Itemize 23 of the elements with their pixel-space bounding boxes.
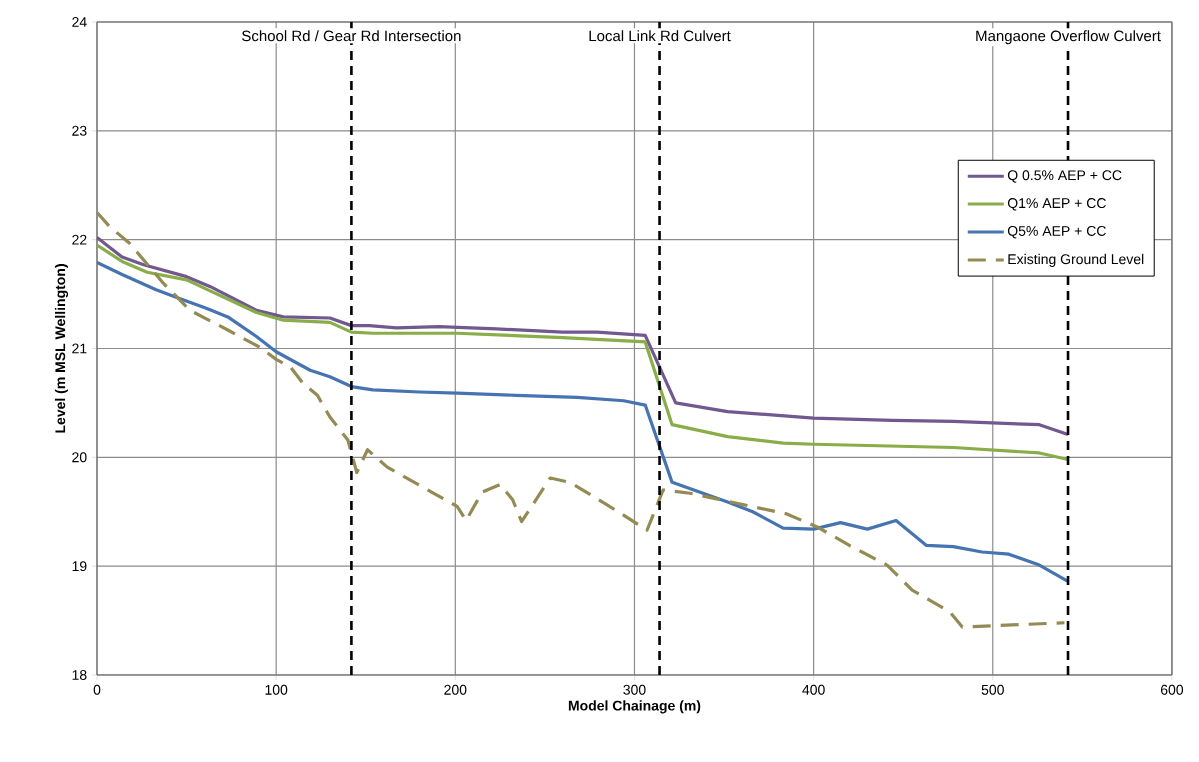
legend-label: Q1% AEP + CC <box>1007 198 1106 211</box>
x-tick-label: 100 <box>265 684 288 695</box>
x-tick-label: 300 <box>623 684 646 695</box>
y-tick-label: 22 <box>72 234 87 245</box>
x-axis-title: Model Chainage (m) <box>568 700 701 714</box>
ref-line-label: Mangaone Overflow Culvert <box>976 30 1161 45</box>
y-tick-label: 18 <box>72 670 87 680</box>
x-tick-label: 200 <box>444 684 467 695</box>
x-tick-label: 600 <box>1160 684 1184 695</box>
y-axis-title: Level (m MSL Wellington) <box>54 264 69 433</box>
y-tick-label: 21 <box>72 343 87 354</box>
y-tick-label: 19 <box>72 561 87 572</box>
legend-label: Q 0.5% AEP + CC <box>1007 170 1122 183</box>
legend-label: Q5% AEP + CC <box>1007 225 1106 239</box>
ref-line-label: Local Link Rd Culvert <box>589 30 731 42</box>
x-tick-label: 400 <box>802 684 825 695</box>
y-tick-label: 24 <box>72 17 87 27</box>
ref-line-label: School Rd / Gear Rd Intersection <box>242 30 461 42</box>
y-tick-label: 23 <box>72 125 87 136</box>
y-tick-label: 20 <box>72 452 87 463</box>
legend-label: Existing Ground Level <box>1008 253 1144 267</box>
x-tick-label: 0 <box>93 684 101 695</box>
x-tick-label: 500 <box>981 684 1004 695</box>
